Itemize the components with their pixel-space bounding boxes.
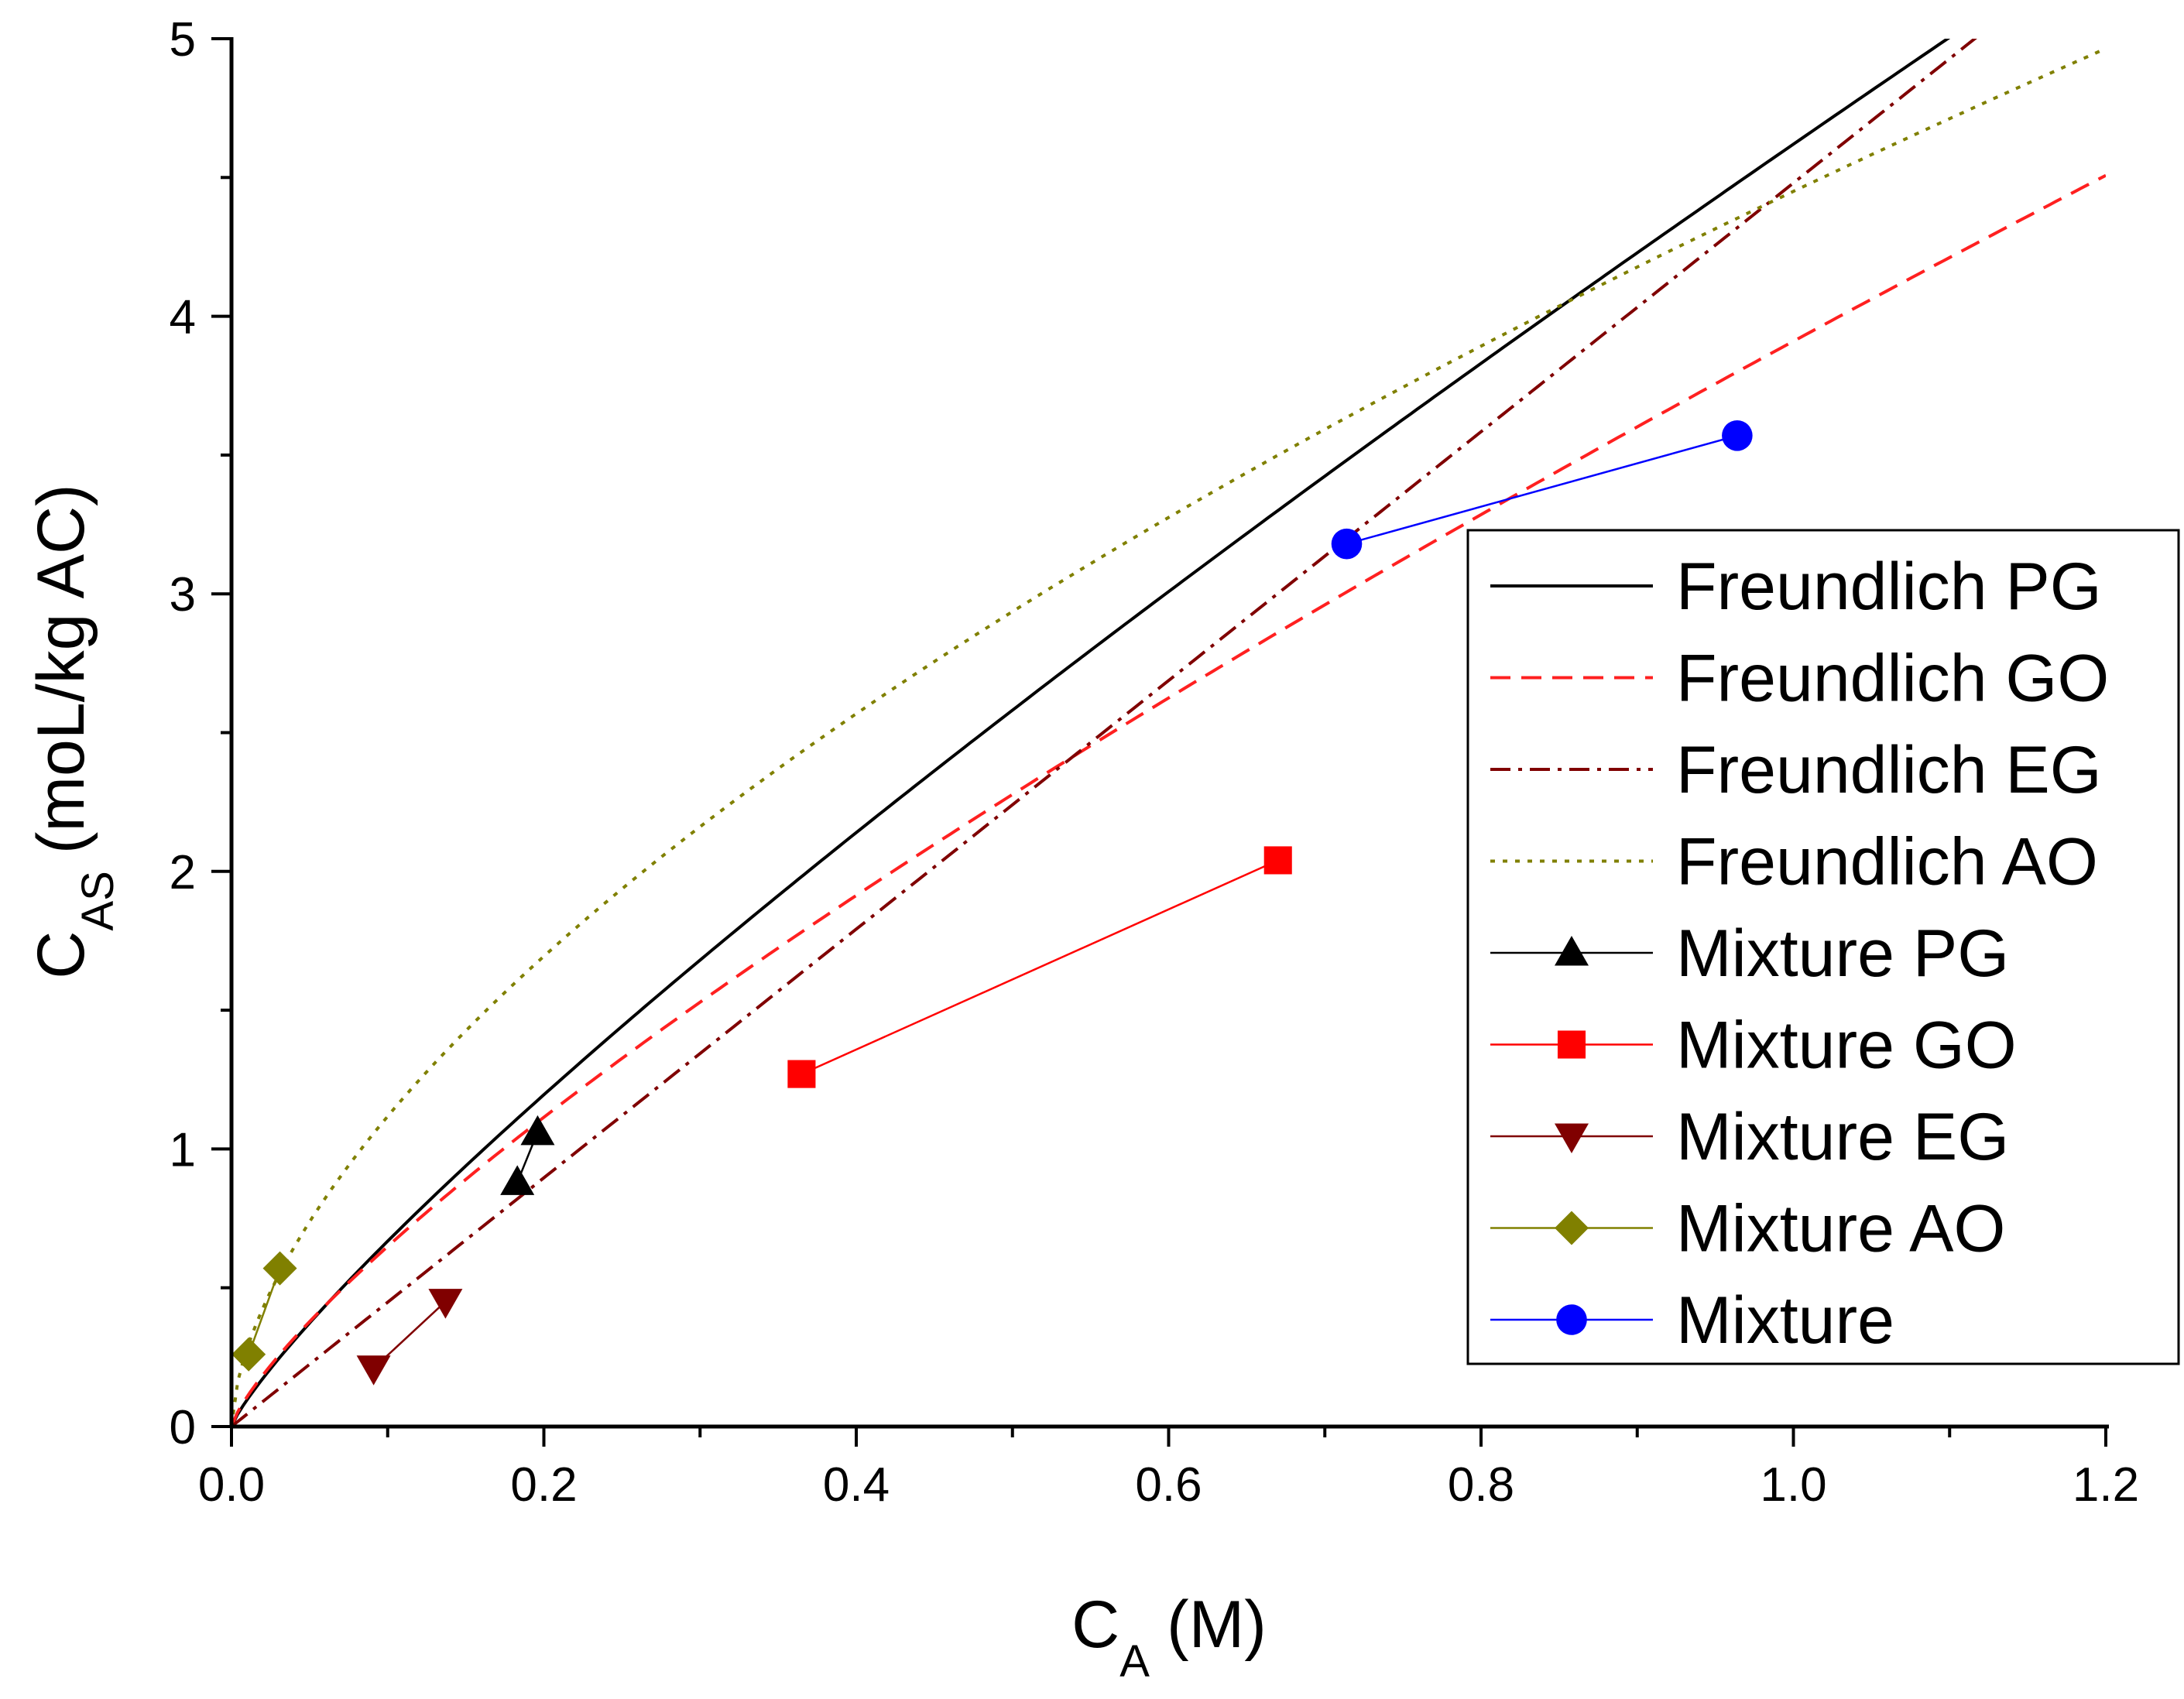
x-axis-title-unit: (M) xyxy=(1167,1588,1267,1662)
y-tick-label: 2 xyxy=(170,846,196,899)
freundlich-ao-curve xyxy=(231,46,2106,1427)
x-tick-label: 1.2 xyxy=(2073,1458,2139,1512)
x-axis-title-sub: A xyxy=(1119,1636,1150,1687)
mixture-point xyxy=(1722,420,1753,451)
x-tick-label: 0.8 xyxy=(1448,1458,1514,1512)
y-tick-label: 3 xyxy=(170,568,196,622)
mixture-ao-point xyxy=(231,1337,266,1372)
legend-label-freundlich-go: Freundlich GO xyxy=(1676,642,2109,716)
legend-label-mixture-pg: Mixture PG xyxy=(1676,916,2009,991)
legend: Freundlich PG Freundlich GO Freundlich EG F… xyxy=(1466,529,2180,1365)
mixture-ao-line xyxy=(248,1268,281,1355)
x-tick-label: 0.4 xyxy=(823,1458,890,1512)
freundlich-pg-curve xyxy=(231,39,1951,1427)
mixture-series xyxy=(231,420,1753,1386)
mixture-line xyxy=(1346,434,1738,545)
y-axis-title-main: C xyxy=(24,931,98,979)
mixture-eg-point xyxy=(356,1355,391,1386)
x-axis-title: CA (M) xyxy=(1071,1588,1267,1687)
mixture-go-line xyxy=(801,859,1279,1075)
y-axis-title: CAS (moL/kg AC) xyxy=(24,484,123,978)
mixture-pg-point xyxy=(500,1165,535,1195)
x-tick-label: 0.0 xyxy=(198,1458,265,1512)
legend-label-freundlich-eg: Freundlich EG xyxy=(1676,733,2102,807)
x-axis-title-main: C xyxy=(1071,1588,1119,1662)
x-tick-label: 0.6 xyxy=(1135,1458,1202,1512)
legend-marker-mixture-ao xyxy=(1555,1211,1589,1245)
legend-marker-mixture-eg xyxy=(1555,1123,1589,1153)
y-tick-label: 1 xyxy=(170,1123,196,1177)
y-tick-label: 0 xyxy=(170,1401,196,1454)
legend-marker-mixture-go xyxy=(1557,1030,1586,1059)
y-tick-label: 5 xyxy=(170,13,196,67)
legend-label-mixture-eg: Mixture EG xyxy=(1676,1100,2009,1174)
legend-marker-mixture-pg xyxy=(1555,936,1589,966)
legend-label-mixture: Mixture xyxy=(1676,1283,1894,1358)
freundlich-go-curve xyxy=(231,173,2106,1427)
x-tick-label: 0.2 xyxy=(510,1458,577,1512)
mixture-pg-point xyxy=(520,1115,555,1146)
mixture-ao-point xyxy=(262,1251,297,1286)
legend-label-mixture-go: Mixture GO xyxy=(1676,1009,2017,1083)
legend-label-mixture-ao: Mixture AO xyxy=(1676,1192,2005,1266)
legend-label-freundlich-ao: Freundlich AO xyxy=(1676,825,2098,899)
x-tick-label: 1.0 xyxy=(1760,1458,1826,1512)
mixture-go-point xyxy=(787,1060,816,1088)
y-axis-ticks: 0 1 2 3 4 5 xyxy=(170,13,231,1454)
legend-label-freundlich-pg: Freundlich PG xyxy=(1676,550,2102,624)
legend-box xyxy=(1466,529,2180,1365)
legend-marker-mixture xyxy=(1556,1304,1587,1335)
y-axis-title-sub: AS xyxy=(73,871,123,930)
mixture-go-point xyxy=(1263,846,1292,875)
y-axis-title-unit: (moL/kg AC) xyxy=(24,484,98,854)
mixture-eg-point xyxy=(428,1289,463,1319)
x-axis-ticks: 0.0 0.2 0.4 0.6 0.8 1.0 1.2 xyxy=(198,1427,2139,1512)
y-tick-label: 4 xyxy=(170,291,196,344)
mixture-point xyxy=(1331,528,1363,560)
